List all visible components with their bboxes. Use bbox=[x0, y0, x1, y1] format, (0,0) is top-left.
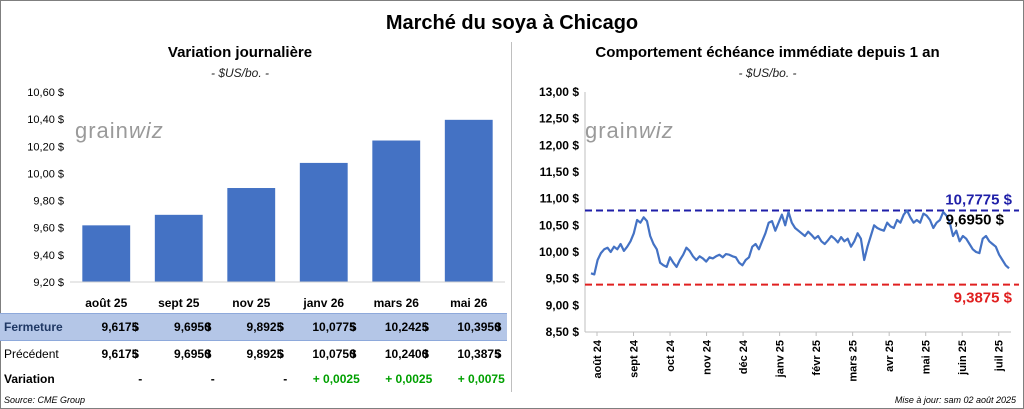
table-cell-precedent: 9,6950 bbox=[174, 347, 211, 361]
right-watermark-logo: grainwiz bbox=[585, 118, 674, 143]
table-currency: $ bbox=[277, 347, 284, 361]
table-cell-fermeture: 9,6950 bbox=[174, 320, 211, 334]
low-value-label: 9,3875 $ bbox=[954, 290, 1013, 307]
table-currency: $ bbox=[494, 347, 502, 361]
table-currency: $ bbox=[494, 320, 502, 334]
x-tick-label: sept 24 bbox=[629, 339, 641, 378]
x-tick-label: mars 26 bbox=[374, 296, 420, 310]
table-currency: $ bbox=[277, 320, 284, 334]
table-row-variation: Variation - - - + 0,0025 + 0,0025 + 0,0075 bbox=[0, 366, 507, 392]
row-label-fermeture: Fermeture bbox=[4, 320, 63, 334]
price-series-line bbox=[590, 209, 1010, 276]
table-currency: $ bbox=[204, 347, 212, 361]
y-tick-label: 9,50 $ bbox=[546, 272, 580, 286]
x-tick-label: juin 25 bbox=[957, 340, 969, 376]
y-tick-label: 10,00 $ bbox=[539, 245, 579, 259]
right-chart-title: Comportement échéance immédiate depuis 1… bbox=[595, 44, 940, 61]
y-tick-label: 9,40 $ bbox=[33, 250, 64, 262]
update-note: Mise à jour: sam 02 août 2025 bbox=[894, 395, 1016, 405]
right-chart-unit: - $US/bo. - bbox=[738, 66, 797, 80]
x-tick-label: sept 25 bbox=[158, 296, 200, 310]
table-cell-variation: + 0,0025 bbox=[385, 372, 433, 386]
table-cell-precedent: 9,6175 bbox=[101, 347, 139, 361]
table-cell-variation: - bbox=[210, 372, 215, 386]
y-tick-label: 10,00 $ bbox=[27, 168, 64, 180]
table-cell-variation: + 0,0025 bbox=[312, 372, 360, 386]
high-value-label: 10,7775 $ bbox=[945, 192, 1012, 209]
x-tick-label: nov 25 bbox=[232, 296, 270, 310]
x-tick-label: févr 25 bbox=[811, 340, 823, 375]
table-cell-precedent: 10,0750 bbox=[312, 347, 356, 361]
y-tick-label: 9,00 $ bbox=[546, 298, 580, 312]
table-currency: $ bbox=[349, 320, 357, 334]
bar bbox=[299, 162, 348, 282]
y-tick-label: 10,60 $ bbox=[27, 87, 64, 99]
y-tick-label: 11,50 $ bbox=[540, 165, 580, 179]
table-row-precedent: Précédent $9,6175 $9,6950 $9,8925 $10,0750 $… bbox=[0, 341, 507, 367]
table-cell-fermeture: 9,6175 bbox=[101, 320, 139, 334]
y-tick-label: 10,50 $ bbox=[539, 218, 579, 232]
table-cell-fermeture: 9,8925 bbox=[246, 320, 284, 334]
y-tick-label: 12,00 $ bbox=[539, 138, 579, 152]
y-tick-label: 9,80 $ bbox=[33, 196, 64, 208]
left-chart-unit: - $US/bo. - bbox=[210, 66, 270, 80]
bar bbox=[372, 140, 421, 282]
left-chart-title: Variation journalière bbox=[167, 44, 313, 61]
table-currency: $ bbox=[132, 320, 139, 334]
x-tick-label: juil 25 bbox=[994, 340, 1006, 372]
table-cell-precedent: 10,2400 bbox=[384, 347, 429, 361]
line-chart: 8,50 $ 9,00 $ 9,50 $ 10,00 $ 10,50 $ 11,00 $ 1… bbox=[539, 85, 1019, 382]
row-label-precedent: Précédent bbox=[4, 347, 59, 361]
x-tick-label: mai 26 bbox=[450, 296, 488, 310]
y-tick-label: 9,60 $ bbox=[33, 223, 64, 235]
y-tick-label: 10,40 $ bbox=[27, 114, 64, 126]
table-currency: $ bbox=[349, 347, 357, 361]
x-tick-label: oct 24 bbox=[665, 339, 677, 372]
x-tick-label: janv 26 bbox=[302, 296, 344, 310]
table-cell-variation: - bbox=[138, 372, 143, 386]
table-cell-precedent: 9,8925 bbox=[246, 347, 284, 361]
y-tick-label: 8,50 $ bbox=[546, 325, 580, 339]
y-tick-label: 12,50 $ bbox=[539, 112, 579, 126]
last-value-label: 9,6950 $ bbox=[946, 212, 1005, 229]
y-tick-label: 9,20 $ bbox=[33, 277, 64, 289]
page-title: Marché du soya à Chicago bbox=[385, 12, 639, 34]
left-watermark-logo: grainwiz bbox=[75, 118, 164, 143]
bar bbox=[444, 119, 493, 282]
x-tick-label: mai 25 bbox=[921, 340, 933, 374]
bar-chart: 9,20 $ 9,40 $ 9,60 $ 9,80 $ 10,00 $ 10,20 $ 10… bbox=[27, 87, 505, 310]
bar bbox=[227, 188, 276, 282]
bar bbox=[154, 214, 203, 282]
table-cell-fermeture: 10,2425 bbox=[384, 320, 429, 334]
table-row-fermeture: Fermeture $9,6175 $9,6950 $9,8925 $10,0775 $… bbox=[0, 313, 507, 341]
bar bbox=[82, 225, 131, 282]
y-tick-label: 13,00 $ bbox=[539, 85, 579, 99]
table-cell-fermeture: 10,0775 bbox=[312, 320, 356, 334]
table-cell-variation: - bbox=[283, 372, 288, 386]
table-currency: $ bbox=[204, 320, 212, 334]
table-cell-fermeture: 10,3950 bbox=[457, 320, 501, 334]
row-label-variation: Variation bbox=[4, 372, 55, 386]
table-currency: $ bbox=[422, 347, 429, 361]
x-tick-label: mars 25 bbox=[848, 340, 860, 382]
source-note: Source: CME Group bbox=[4, 395, 86, 405]
y-tick-label: 11,00 $ bbox=[540, 192, 580, 206]
y-tick-label: 10,20 $ bbox=[27, 141, 64, 153]
table-cell-variation: + 0,0075 bbox=[457, 372, 505, 386]
x-tick-label: nov 24 bbox=[702, 339, 714, 375]
table-cell-precedent: 10,3875 bbox=[457, 347, 501, 361]
x-tick-label: déc 24 bbox=[738, 339, 750, 374]
x-tick-label: août 25 bbox=[85, 296, 127, 310]
x-tick-label: août 24 bbox=[592, 339, 604, 378]
x-tick-label: avr 25 bbox=[884, 340, 896, 372]
panel-divider bbox=[511, 42, 512, 392]
table-currency: $ bbox=[422, 320, 429, 334]
table-currency: $ bbox=[132, 347, 139, 361]
x-tick-label: janv 25 bbox=[775, 340, 787, 378]
